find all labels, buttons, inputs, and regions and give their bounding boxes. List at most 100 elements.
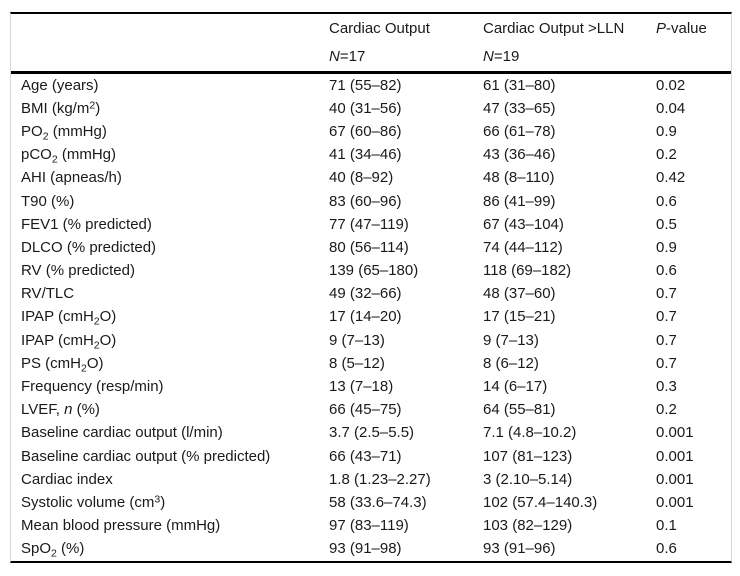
row-label: T90 (%) — [21, 192, 75, 210]
column-header-parameter — [11, 14, 329, 77]
value-p: 0.2 — [656, 146, 677, 164]
value-cardiac-output-lln: 102 (57.4–140.3) — [483, 493, 598, 511]
table-row: Systolic volume (cm3) 58 (33.6–74.3) 102 (… — [11, 491, 731, 514]
row-label: Baseline cardiac output (l/min) — [21, 424, 223, 442]
value-cardiac-output: 66 (45–75) — [329, 401, 402, 419]
value-cardiac-output: 17 (14–20) — [329, 308, 402, 326]
row-label: LVEF, n (%) — [21, 401, 100, 419]
row-label: Systolic volume (cm3) — [21, 493, 166, 511]
table-row: Age (years) 71 (55–82) 61 (31–80) 0.02 — [11, 74, 731, 97]
table-row: Cardiac index 1.8 (1.23–2.27) 3 (2.10–5.14… — [11, 468, 731, 491]
value-cardiac-output-lln: 66 (61–78) — [483, 122, 556, 140]
value-cardiac-output-lln: 86 (41–99) — [483, 192, 556, 210]
row-label: Baseline cardiac output (% predicted) — [21, 447, 271, 465]
table-row: RV/TLC 49 (32–66) 48 (37–60) 0.7 — [11, 283, 731, 306]
row-label: IPAP (cmH2O) — [21, 331, 117, 352]
value-p: 0.9 — [656, 238, 677, 256]
table-header: Cardiac Output N=17 Cardiac Output >LLN … — [11, 14, 731, 74]
table-row: FEV1 (% predicted) 77 (47–119) 67 (43–104)… — [11, 213, 731, 236]
value-p: 0.001 — [656, 424, 694, 442]
column-title: Cardiac Output >LLN — [483, 20, 625, 37]
patient-characteristics-table: Cardiac Output N=17 Cardiac Output >LLN … — [10, 12, 732, 563]
row-label: Cardiac index — [21, 470, 113, 488]
row-label: AHI (apneas/h) — [21, 169, 122, 187]
value-cardiac-output: 13 (7–18) — [329, 378, 394, 396]
value-cardiac-output-lln: 118 (69–182) — [483, 262, 572, 280]
column-header-cardiac-output: Cardiac Output N=17 — [329, 14, 483, 77]
table-row: pCO2 (mmHg) 41 (34–46) 43 (36–46) 0.2 — [11, 144, 731, 167]
value-p: 0.42 — [656, 169, 686, 187]
table-row: RV (% predicted) 139 (65–180) 118 (69–182)… — [11, 260, 731, 283]
value-cardiac-output: 58 (33.6–74.3) — [329, 493, 427, 511]
value-p: 0.7 — [656, 354, 677, 372]
row-label: BMI (kg/m2) — [21, 99, 101, 117]
table-row: LVEF, n (%) 66 (45–75) 64 (55–81) 0.2 — [11, 399, 731, 422]
row-label: SpO2 (%) — [21, 540, 85, 560]
value-cardiac-output: 49 (32–66) — [329, 285, 402, 303]
column-subtitle: N=17 — [329, 48, 366, 65]
value-cardiac-output: 66 (43–71) — [329, 447, 402, 465]
row-label: pCO2 (mmHg) — [21, 146, 117, 166]
value-cardiac-output: 83 (60–96) — [329, 192, 402, 210]
value-cardiac-output: 40 (31–56) — [329, 99, 402, 117]
value-p: 0.1 — [656, 517, 677, 535]
value-p: 0.6 — [656, 192, 677, 210]
value-p: 0.7 — [656, 308, 677, 326]
table-row: Mean blood pressure (mmHg) 97 (83–119) 103… — [11, 515, 731, 538]
value-p: 0.7 — [656, 331, 677, 349]
table-row: IPAP (cmH2O) 17 (14–20) 17 (15–21) 0.7 — [11, 306, 731, 329]
value-cardiac-output-lln: 67 (43–104) — [483, 215, 564, 233]
value-cardiac-output: 41 (34–46) — [329, 146, 402, 164]
value-cardiac-output: 3.7 (2.5–5.5) — [329, 424, 415, 442]
table-row: T90 (%) 83 (60–96) 86 (41–99) 0.6 — [11, 190, 731, 213]
row-label: RV (% predicted) — [21, 262, 135, 280]
value-cardiac-output-lln: 48 (8–110) — [483, 169, 555, 187]
value-p: 0.02 — [656, 76, 686, 94]
column-subtitle — [11, 49, 329, 77]
table-row: Baseline cardiac output (% predicted) 66 … — [11, 445, 731, 468]
row-label: PO2 (mmHg) — [21, 122, 107, 143]
row-label: DLCO (% predicted) — [21, 238, 157, 256]
value-cardiac-output: 77 (47–119) — [329, 215, 409, 233]
row-label: FEV1 (% predicted) — [21, 215, 152, 233]
column-header-p-value: P-value — [656, 14, 731, 77]
value-p: 0.04 — [656, 99, 686, 117]
table-row: PS (cmH2O) 8 (5–12) 8 (6–12) 0.7 — [11, 352, 731, 375]
value-cardiac-output-lln: 64 (55–81) — [483, 401, 556, 419]
value-cardiac-output: 71 (55–82) — [329, 76, 402, 94]
value-cardiac-output-lln: 9 (7–13) — [483, 331, 539, 349]
value-cardiac-output: 9 (7–13) — [329, 331, 385, 349]
value-p: 0.001 — [656, 470, 694, 488]
row-label: IPAP (cmH2O) — [21, 308, 117, 328]
table-row: BMI (kg/m2) 40 (31–56) 47 (33–65) 0.04 — [11, 97, 731, 120]
value-cardiac-output-lln: 43 (36–46) — [483, 146, 556, 164]
row-label: PS (cmH2O) — [21, 354, 104, 375]
row-label: Frequency (resp/min) — [21, 378, 164, 396]
value-p: 0.5 — [656, 215, 677, 233]
value-cardiac-output-lln: 93 (91–96) — [483, 540, 556, 558]
value-cardiac-output-lln: 61 (31–80) — [483, 76, 556, 94]
value-p: 0.7 — [656, 285, 677, 303]
row-label: RV/TLC — [21, 285, 75, 303]
value-cardiac-output: 1.8 (1.23–2.27) — [329, 470, 431, 488]
value-cardiac-output-lln: 8 (6–12) — [483, 354, 539, 372]
table-row: Frequency (resp/min) 13 (7–18) 14 (6–17) 0.… — [11, 375, 731, 398]
column-title — [11, 21, 329, 49]
value-cardiac-output-lln: 47 (33–65) — [483, 99, 556, 117]
table-body: Age (years) 71 (55–82) 61 (31–80) 0.02 BMI (… — [11, 74, 731, 561]
value-p: 0.001 — [656, 493, 694, 511]
table-row: IPAP (cmH2O) 9 (7–13) 9 (7–13) 0.7 — [11, 329, 731, 352]
value-cardiac-output: 97 (83–119) — [329, 517, 409, 535]
value-cardiac-output: 139 (65–180) — [329, 262, 419, 280]
value-p: 0.6 — [656, 540, 677, 558]
value-cardiac-output-lln: 74 (44–112) — [483, 238, 563, 256]
table-row: Baseline cardiac output (l/min) 3.7 (2.5–… — [11, 422, 731, 445]
row-label: Age (years) — [21, 76, 99, 94]
value-cardiac-output: 67 (60–86) — [329, 122, 402, 140]
table-row: DLCO (% predicted) 80 (56–114) 74 (44–112)… — [11, 236, 731, 259]
value-cardiac-output-lln: 107 (81–123) — [483, 447, 573, 465]
value-cardiac-output: 40 (8–92) — [329, 169, 394, 187]
value-cardiac-output-lln: 48 (37–60) — [483, 285, 556, 303]
value-cardiac-output-lln: 103 (82–129) — [483, 517, 573, 535]
